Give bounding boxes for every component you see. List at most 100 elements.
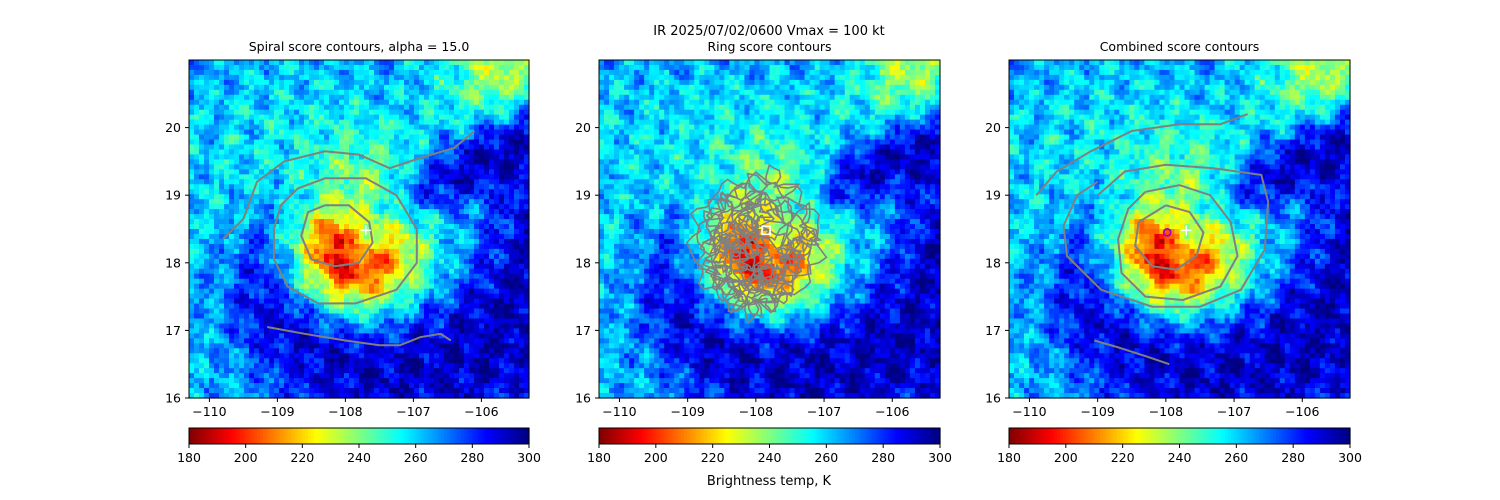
x-tick-label: −110 [1012,404,1046,419]
x-tick-label: −110 [602,404,636,419]
panels: Spiral score contours, alpha = 15.0 −110 −… [165,39,1362,465]
y-tick-label: 18 [985,255,1001,270]
colorbar-segment [1270,428,1274,444]
colorbar-segment [695,428,700,444]
colorbar-segment [319,428,323,444]
colorbar-segment [1284,428,1289,444]
colorbar-tick-label: 240 [347,450,371,465]
colorbar-segment [200,428,204,444]
colorbar-segment [1210,428,1215,444]
colorbar-segment [206,428,210,444]
colorbar-segment [840,428,844,444]
colorbar-segment [1239,428,1243,444]
colorbar-segment [1037,428,1041,444]
colorbar-segment [1031,428,1036,444]
colorbar-segment [1273,428,1277,444]
x-tick-label: −107 [396,404,430,419]
colorbar-segment [905,428,910,444]
colorbar-segment [647,428,651,444]
y-tick-label: 20 [165,120,181,135]
colorbar-segment [1151,428,1155,444]
colorbar-segment [373,428,377,444]
colorbar-segment [760,428,765,444]
x-tick-label: −109 [670,404,704,419]
ir-heatmap [599,60,941,399]
colorbar-segment [1293,428,1297,444]
colorbar-segment [398,428,403,444]
colorbar-segment [424,428,428,444]
y-tick-label: 18 [165,255,181,270]
colorbar-segment [1332,428,1337,444]
colorbar-segment [772,428,776,444]
colorbar-segment [211,428,216,444]
colorbar-segment [684,428,688,444]
colorbar-segment [458,428,462,444]
colorbar-segment [783,428,788,444]
colorbar-segment [687,428,691,444]
colorbar-segment [604,428,609,444]
colorbar-segment [268,428,272,444]
colorbar-segment [526,428,530,444]
colorbar-segment [189,428,193,444]
colorbar-segment [1261,428,1266,444]
colorbar-segment [834,428,839,444]
colorbar-segment [937,428,941,444]
colorbar-segment [495,428,499,444]
colorbar-segment [681,428,685,444]
colorbar-segment [803,428,808,444]
x-tick-label: −109 [1080,404,1114,419]
colorbar-segment [780,428,785,444]
colorbar-segment [412,428,417,444]
x-tick-label: −106 [1285,404,1319,419]
colorbar-segment [1080,428,1084,444]
colorbar-segment [446,428,451,444]
colorbar-segment [1034,428,1039,444]
colorbar-segment [843,428,847,444]
colorbar-segment [327,428,332,444]
colorbar-segment [350,428,354,444]
colorbar-segment [387,428,391,444]
colorbar-segment [330,428,335,444]
colorbar-segment [1188,428,1192,444]
colorbar-segment [934,428,938,444]
colorbar-segment [1148,428,1152,444]
colorbar-segment [886,428,890,444]
colorbar-segment [1071,428,1075,444]
colorbar-segment [466,428,471,444]
colorbar-segment [658,428,663,444]
colorbar-segment [1128,428,1132,444]
colorbar-tick-label: 200 [644,450,668,465]
colorbar-segment [514,428,519,444]
colorbar-segment [421,428,425,444]
colorbar-segment [486,428,490,444]
colorbar-segment [384,428,388,444]
colorbar-segment [849,428,853,444]
colorbar-segment [704,428,708,444]
colorbar-segment [1199,428,1203,444]
colorbar-segment [718,428,722,444]
colorbar-segment [741,428,745,444]
colorbar-segment [1014,428,1019,444]
colorbar-segment [293,428,298,444]
colorbar: 180 200 220 240 260 280 300 [587,427,952,465]
colorbar-segment [1134,428,1138,444]
colorbar-segment [475,428,479,444]
colorbar-segment [1162,428,1166,444]
colorbar-segment [342,428,346,444]
colorbar-segment [599,428,603,444]
colorbar-segment [1330,428,1334,444]
colorbar-segment [257,428,261,444]
colorbar-segment [664,428,668,444]
colorbar-tick-label: 260 [1224,450,1248,465]
colorbar-segment [1327,428,1331,444]
colorbar-segment [1097,428,1101,444]
colorbar-segment [911,428,916,444]
colorbar: 180 200 220 240 260 280 300 [997,427,1362,465]
colorbar-segment [752,428,756,444]
colorbar-segment [506,428,510,444]
colorbar-segment [715,428,719,444]
x-tick-label: −107 [1217,404,1251,419]
colorbar-segment [928,428,933,444]
colorbar-segment [353,428,357,444]
ring-contour [685,171,828,314]
